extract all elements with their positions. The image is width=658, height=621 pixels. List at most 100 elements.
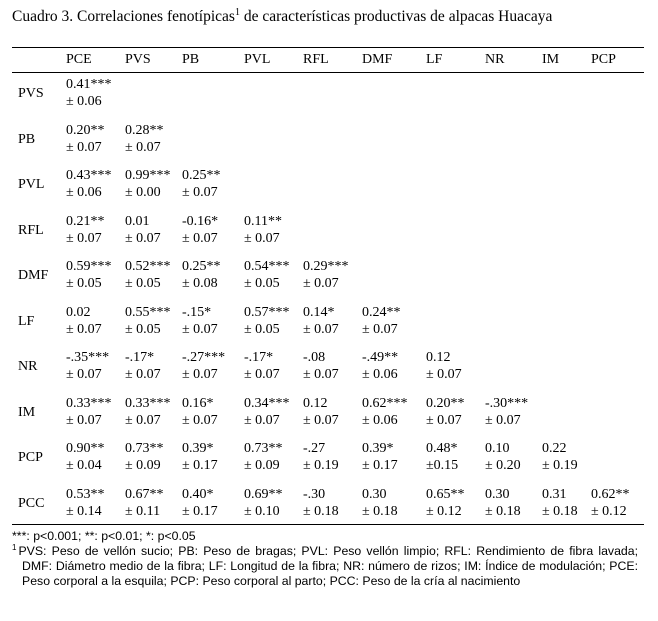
correlation-cell: -.49** ± 0.06 bbox=[362, 349, 398, 383]
standard-error: ± 0.07 bbox=[182, 367, 218, 382]
table-top-rule bbox=[12, 47, 644, 48]
column-header: DMF bbox=[362, 52, 393, 67]
standard-error: ± 0.05 bbox=[125, 276, 161, 291]
correlation-cell: 0.59*** ± 0.05 bbox=[66, 258, 112, 292]
correlation-cell: 0.67** ± 0.11 bbox=[125, 486, 164, 520]
table-notes: ***: p<0.001; **: p<0.01; *: p<0.05 1 PVS… bbox=[12, 529, 638, 589]
row-label: PVL bbox=[18, 177, 45, 192]
column-header: PVS bbox=[125, 52, 151, 67]
correlation-cell: 0.69** ± 0.10 bbox=[244, 486, 283, 520]
correlation-cell: 0.21** ± 0.07 bbox=[66, 213, 105, 247]
correlation-value: -.08 bbox=[303, 350, 326, 365]
correlation-value: 0.02 bbox=[66, 304, 91, 320]
correlation-value: 0.33*** bbox=[66, 395, 112, 411]
standard-error: ± 0.14 bbox=[66, 503, 102, 519]
correlation-cell: 0.90** ± 0.04 bbox=[66, 440, 105, 474]
row-label: NR bbox=[18, 359, 38, 374]
correlation-value: 0.10 bbox=[485, 441, 510, 456]
correlation-value: 0.41*** bbox=[66, 77, 112, 92]
standard-error: ± 0.04 bbox=[66, 458, 102, 473]
standard-error: ± 0.07 bbox=[66, 230, 102, 246]
row-label: PCP bbox=[18, 450, 43, 465]
correlation-cell: 0.10 ± 0.20 bbox=[485, 440, 521, 474]
standard-error: ± 0.06 bbox=[362, 367, 398, 382]
row-label: PVS bbox=[18, 86, 44, 101]
correlation-value: 0.30 bbox=[362, 486, 387, 502]
standard-error: ± 0.05 bbox=[66, 276, 102, 291]
row-label: PB bbox=[18, 131, 36, 147]
correlation-value: -.17* bbox=[125, 350, 155, 365]
correlation-value: -.15* bbox=[182, 304, 212, 320]
column-header: LF bbox=[426, 52, 443, 67]
standard-error: ± 0.07 bbox=[182, 412, 218, 428]
significance-note: ***: p<0.001; **: p<0.01; *: p<0.05 bbox=[12, 529, 196, 543]
correlation-cell: 0.25** ± 0.07 bbox=[182, 167, 221, 201]
correlation-value: 0.25** bbox=[182, 259, 221, 274]
standard-error: ± 0.12 bbox=[426, 503, 462, 519]
table-bottom-rule bbox=[12, 524, 644, 525]
correlation-cell: 0.30 ± 0.18 bbox=[485, 486, 521, 520]
correlation-cell: 0.20** ± 0.07 bbox=[426, 395, 465, 429]
correlation-value: 0.73** bbox=[244, 441, 283, 456]
standard-error: ± 0.20 bbox=[485, 458, 521, 473]
correlation-value: 0.67** bbox=[125, 486, 164, 502]
correlation-cell: 0.73** ± 0.09 bbox=[125, 440, 164, 474]
correlation-cell: -0.16* ± 0.07 bbox=[182, 213, 218, 247]
correlation-value: -.35*** bbox=[66, 350, 110, 365]
correlation-value: 0.20** bbox=[426, 395, 465, 411]
standard-error: ± 0.06 bbox=[362, 412, 398, 428]
correlation-value: -.49** bbox=[362, 350, 399, 365]
correlation-cell: 0.14* ± 0.07 bbox=[303, 304, 339, 338]
standard-error: ± 0.07 bbox=[426, 412, 462, 428]
correlation-value: 0.54*** bbox=[244, 259, 290, 274]
abbreviations-note: 1 PVS: Peso de vellón sucio; PB: Peso de … bbox=[12, 542, 638, 589]
correlation-cell: 0.40* ± 0.17 bbox=[182, 486, 218, 520]
correlation-cell: 0.53** ± 0.14 bbox=[66, 486, 105, 520]
correlation-cell: 0.65** ± 0.12 bbox=[426, 486, 465, 520]
correlation-cell: 0.11** ± 0.07 bbox=[244, 213, 282, 247]
correlation-value: -.27*** bbox=[182, 350, 226, 365]
correlation-cell: -.27 ± 0.19 bbox=[303, 440, 339, 474]
row-label: DMF bbox=[18, 268, 49, 283]
correlation-cell: 0.01 ± 0.07 bbox=[125, 213, 161, 247]
standard-error: ± 0.07 bbox=[303, 412, 339, 428]
standard-error: ± 0.07 bbox=[303, 276, 339, 291]
standard-error: ± 0.19 bbox=[303, 458, 339, 473]
correlation-value: 0.16* bbox=[182, 395, 214, 411]
correlation-value: 0.31 bbox=[542, 486, 567, 502]
standard-error: ± 0.07 bbox=[66, 321, 102, 337]
standard-error: ± 0.11 bbox=[125, 503, 161, 519]
correlation-cell: 0.33*** ± 0.07 bbox=[66, 395, 112, 429]
correlation-cell: 0.62*** ± 0.06 bbox=[362, 395, 408, 429]
abbreviations-footnote-mark: 1 bbox=[12, 542, 17, 552]
standard-error: ± 0.07 bbox=[182, 230, 218, 246]
correlation-cell: 0.99*** ± 0.00 bbox=[125, 167, 171, 201]
correlation-value: 0.14* bbox=[303, 304, 335, 320]
correlation-cell: 0.73** ± 0.09 bbox=[244, 440, 283, 474]
correlation-cell: 0.55*** ± 0.05 bbox=[125, 304, 171, 338]
standard-error: ± 0.00 bbox=[125, 185, 161, 200]
standard-error: ± 0.17 bbox=[182, 458, 218, 473]
standard-error: ± 0.07 bbox=[182, 321, 218, 337]
standard-error: ± 0.07 bbox=[244, 367, 280, 382]
standard-error: ± 0.18 bbox=[542, 503, 578, 519]
correlation-cell: 0.54*** ± 0.05 bbox=[244, 258, 290, 292]
abbreviations-text: PVS: Peso de vellón sucio; PB: Peso de b… bbox=[18, 544, 638, 588]
standard-error: ± 0.07 bbox=[303, 367, 339, 382]
correlation-cell: 0.22 ± 0.19 bbox=[542, 440, 578, 474]
standard-error: ± 0.05 bbox=[244, 276, 280, 291]
standard-error: ± 0.07 bbox=[426, 367, 462, 382]
correlation-cell: 0.24** ± 0.07 bbox=[362, 304, 401, 338]
standard-error: ± 0.07 bbox=[66, 367, 102, 382]
correlation-value: 0.69** bbox=[244, 486, 283, 502]
correlation-value: 0.21** bbox=[66, 213, 105, 229]
correlation-cell: 0.12 ± 0.07 bbox=[303, 395, 339, 429]
row-label: LF bbox=[18, 313, 35, 329]
correlation-value: 0.65** bbox=[426, 486, 465, 502]
correlation-value: 0.12 bbox=[426, 350, 451, 365]
column-header: PCP bbox=[591, 52, 616, 67]
standard-error: ± 0.17 bbox=[182, 503, 218, 519]
correlation-value: -.27 bbox=[303, 441, 326, 456]
correlation-value: 0.59*** bbox=[66, 259, 112, 274]
correlation-cell: 0.12 ± 0.07 bbox=[426, 349, 462, 383]
